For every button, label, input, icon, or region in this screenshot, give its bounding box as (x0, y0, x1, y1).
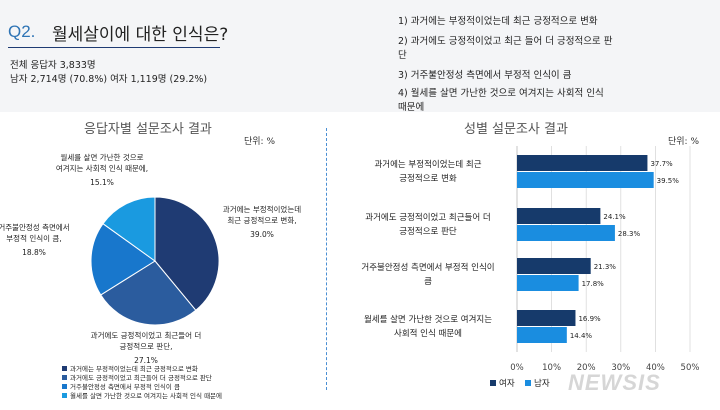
bar-legend-label: 남자 (534, 379, 550, 389)
option-2: 2) 과거에도 긍정적이었고 최근 들어 더 긍정적으로 판 (398, 36, 613, 47)
bar-female (517, 258, 591, 274)
bar-category-label: 긍정적으로 변화 (399, 173, 457, 184)
bar-category-label: 과거에도 긍정적이었고 최근들어 더 (365, 212, 490, 223)
pie-label-line: 긍정적으로 판단, (119, 341, 172, 351)
bar-tick-label: 10% (542, 363, 561, 373)
option-4-cont: 때문에 (398, 102, 425, 113)
bar-male (517, 327, 567, 343)
pie-panel-title: 응답자별 설문조사 결과 (84, 122, 212, 137)
pie-unit: 단위: % (244, 137, 276, 147)
bar-value-label: 37.7% (650, 160, 673, 168)
bar-panel-title: 성별 설문조사 결과 (464, 122, 568, 137)
bar-category-label: 큼 (424, 277, 432, 287)
question-title: 월세살이에 대한 인식은? (52, 25, 229, 45)
title-underline (8, 47, 220, 48)
watermark-logo: NEWSIS (568, 370, 661, 395)
pie-legend-swatch (62, 393, 67, 398)
pie-legend-label: 월세를 살면 가난한 것으로 여겨지는 사회적 인식 때문에 (70, 391, 222, 400)
pie-slice-poverty-perception (102, 196, 156, 262)
pie-value-label: 15.1% (90, 178, 114, 187)
gender-breakdown: 남자 2,714명 (70.8%) 여자 1,119명 (29.2%) (10, 74, 208, 85)
bar-category-label: 거주불안정성 측면에서 부정적 인식이 (361, 262, 494, 273)
option-1: 1) 과거에는 부정적이었는데 최근 긍정적으로 변화 (398, 16, 598, 27)
pie-legend-swatch (62, 384, 67, 389)
option-2-cont: 단 (398, 50, 407, 61)
bar-male (517, 275, 579, 291)
bar-tick-label: 50% (681, 363, 700, 373)
pie-value-label: 27.1% (134, 356, 158, 365)
bar-male (517, 225, 615, 241)
pie-slice-positive-change (154, 196, 220, 312)
bar-female (517, 208, 601, 224)
pie-legend-label: 거주불안정성 측면에서 부정적 인식이 큼 (70, 382, 180, 391)
pie-legend-swatch (62, 375, 67, 380)
pie-label-line: 거주불안정성 측면에서 (0, 222, 70, 232)
bar-unit: 단위: % (668, 137, 700, 147)
option-4: 4) 월세를 살면 가난한 것으로 여겨지는 사회적 인식 (398, 88, 604, 99)
bar-category-label: 과거에는 부정적이었는데 최근 (374, 159, 481, 170)
bar-value-label: 16.9% (578, 315, 601, 323)
pie-label-line: 월세를 살면 가난한 것으로 (60, 152, 143, 162)
pie-legend-swatch (62, 366, 67, 371)
pie-value-label: 39.0% (250, 230, 274, 239)
bar-female (517, 155, 648, 171)
pie-slice-more-positive (100, 260, 197, 326)
bar-tick-label: 20% (577, 363, 596, 373)
legend-swatch-female (490, 380, 496, 386)
bar-value-label: 21.3% (594, 263, 617, 271)
pie-legend-label: 과거에도 긍정적이었고 최근들어 더 긍정적으로 판단 (70, 373, 212, 382)
bar-value-label: 39.5% (657, 177, 680, 185)
bar-category-label: 긍정적으로 판단 (399, 226, 457, 237)
bar-tick-label: 40% (646, 363, 665, 373)
total-respondents: 전체 응답자 3,833명 (10, 60, 96, 71)
bar-value-label: 14.4% (570, 332, 593, 340)
bar-tick-label: 30% (611, 363, 630, 373)
pie-label-line: 과거에도 긍정적이었고 최근들어 더 (91, 330, 202, 340)
pie-label-line: 과거에는 부정적이었는데 (223, 204, 301, 214)
bar-category-label: 월세를 살면 가난한 것으로 여겨지는 (364, 314, 492, 325)
pie-value-label: 18.8% (22, 248, 46, 257)
header-background (0, 0, 720, 112)
bar-category-label: 사회적 인식 때문에 (394, 328, 462, 339)
pie-label-line: 부정적 인식이 큼, (6, 233, 61, 243)
pie-label-line: 여겨지는 사회적 인식 때문에, (56, 163, 148, 173)
pie-label-line: 최근 긍정적으로 변화, (227, 215, 296, 225)
bar-male (517, 172, 654, 188)
bar-value-label: 17.8% (582, 280, 605, 288)
panel-divider (326, 128, 327, 390)
bar-female (517, 310, 576, 326)
bar-legend-label: 여자 (499, 378, 515, 389)
bar-tick-label: 0% (510, 363, 524, 373)
pie-legend-label: 과거에는 부정적이었는데 최근 긍정적으로 변화 (70, 364, 198, 373)
pie-slice-housing-instability (90, 223, 156, 296)
legend-swatch-male (525, 380, 531, 386)
bar-value-label: 24.1% (603, 213, 626, 221)
question-number: Q2. (8, 22, 36, 41)
option-3: 3) 거주불안정성 측면에서 부정적 인식이 큼 (398, 70, 572, 81)
bar-value-label: 28.3% (618, 230, 641, 238)
